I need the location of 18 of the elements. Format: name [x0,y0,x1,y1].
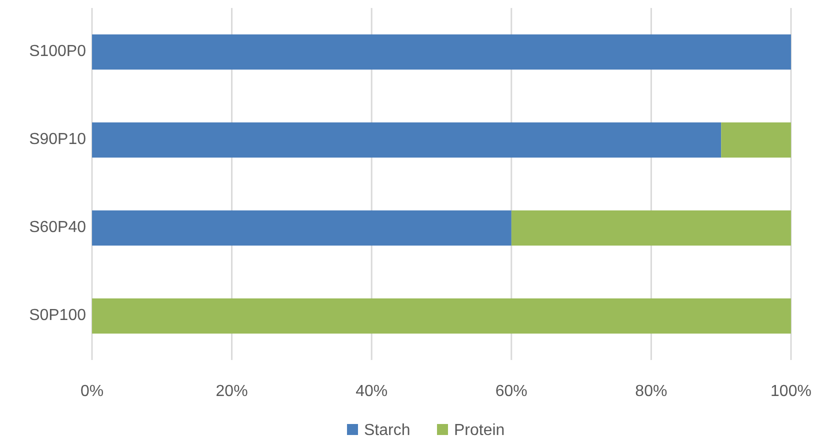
y-tick-label: S100P0 [29,43,86,60]
bar [92,122,722,158]
x-tick-label: 60% [495,383,528,400]
y-tick-label: S60P40 [29,219,86,236]
y-tick-label: S90P10 [29,131,86,148]
x-tick-label: 40% [356,383,388,400]
bar [92,34,791,70]
legend-label: Starch [364,422,410,439]
legend-label: Protein [454,422,505,439]
y-tick-label: S0P100 [29,307,86,324]
x-tick-label: 0% [80,383,104,400]
bar [92,298,791,334]
bar [511,210,791,246]
bar [721,122,791,158]
x-tick-label: 100% [770,383,812,400]
x-tick-label: 20% [216,383,248,400]
x-tick-label: 80% [635,383,668,400]
bar [92,210,512,246]
